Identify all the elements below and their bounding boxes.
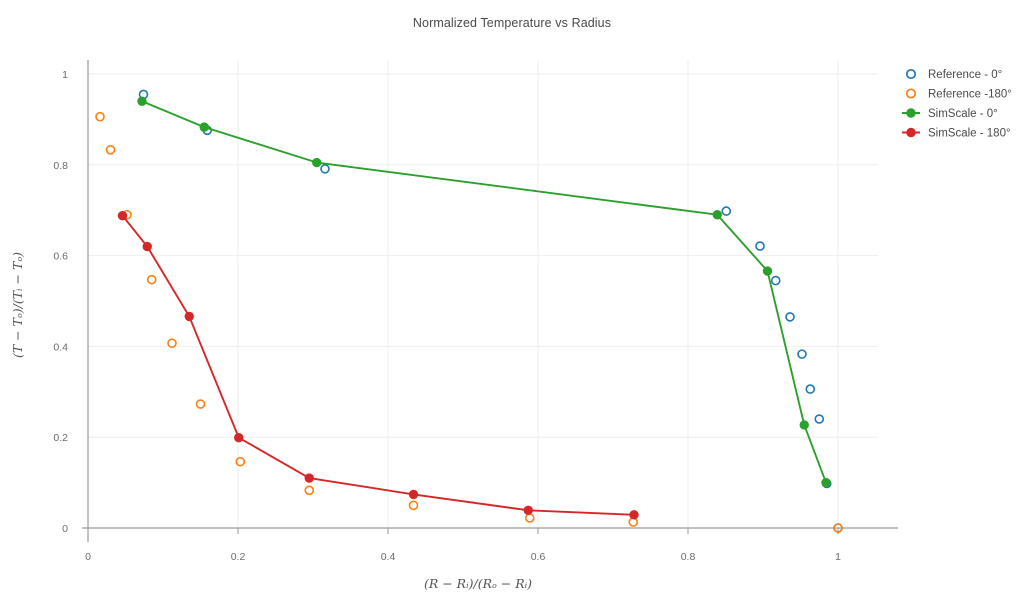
y-tick-label: 0.4 (53, 341, 68, 353)
x-tick-label: 0.8 (681, 551, 696, 563)
data-point-marker (234, 432, 244, 443)
legend-label: SimScale - 0° (928, 108, 998, 120)
data-point-marker (770, 275, 781, 286)
series-group (95, 111, 843, 533)
chart-legend[interactable]: Reference - 0° Reference -180° SimScale - … (902, 68, 1012, 140)
data-point-marker (408, 489, 419, 500)
data-point-marker (195, 399, 206, 409)
data-point-marker (199, 122, 209, 132)
data-point-marker (408, 500, 419, 511)
legend-label: Reference -180° (928, 89, 1012, 101)
chart-title: Normalized Temperature vs Radius (412, 16, 612, 30)
x-axis-title: (R − Rᵢ)/(Rₒ − Rᵢ) (424, 576, 532, 591)
tick-labels: 0 0.2 0.4 0.6 0.8 1 0 0.2 0.4 0.6 0.8 1 (53, 69, 841, 563)
data-series (95, 89, 843, 533)
data-point-marker (712, 210, 722, 220)
series-line (121, 214, 635, 516)
data-point-marker (167, 338, 177, 349)
legend-item[interactable]: Reference -180° (905, 88, 1012, 101)
legend-item[interactable]: SimScale - 180° (902, 128, 1011, 140)
data-point-marker (785, 312, 795, 322)
data-point-marker (797, 349, 807, 359)
legend-item[interactable]: Reference - 0° (905, 68, 1002, 81)
x-tick-label: 0.4 (381, 551, 396, 563)
x-tick-label: 1 (835, 551, 841, 563)
y-tick-label: 0.6 (53, 251, 68, 263)
data-point-marker (629, 510, 639, 520)
y-axis-title: (T − Tₒ)/(Tᵢ − Tₒ) (10, 252, 25, 358)
y-tick-label: 0.8 (53, 160, 68, 172)
data-point-marker (805, 384, 816, 394)
y-tick-label: 0 (62, 523, 68, 535)
data-point-marker (312, 157, 322, 168)
y-tick-label: 0.2 (53, 432, 68, 444)
data-point-marker (142, 241, 152, 252)
legend-label: SimScale - 180° (928, 128, 1011, 140)
legend-marker-swatch (905, 68, 917, 80)
data-point-marker (524, 513, 535, 523)
data-point-marker (762, 266, 773, 276)
legend-marker-swatch (906, 127, 916, 138)
series-group (117, 210, 639, 520)
data-point-marker (799, 420, 809, 430)
x-tick-label: 0 (85, 551, 91, 563)
data-point-marker (755, 241, 765, 251)
axis-titles: (R − Rᵢ)/(Rₒ − Rᵢ) (T − Tₒ)/(Tᵢ − Tₒ) (10, 252, 532, 591)
data-point-marker (721, 206, 732, 216)
series-line (141, 100, 827, 484)
y-tick-label: 1 (62, 69, 68, 81)
data-point-marker (184, 311, 194, 322)
legend-marker-swatch (906, 108, 916, 118)
gridlines (88, 60, 878, 528)
x-tick-label: 0.6 (531, 551, 546, 563)
axes (82, 60, 898, 542)
legend-marker-swatch (905, 88, 917, 99)
series-group (137, 96, 831, 488)
data-point-marker (137, 96, 147, 106)
data-point-marker (235, 456, 246, 467)
series-group (138, 89, 843, 533)
data-point-marker (146, 274, 157, 285)
data-point-marker (117, 210, 128, 221)
data-point-marker (821, 477, 831, 488)
data-point-marker (320, 164, 330, 174)
x-tick-label: 0.2 (231, 551, 246, 563)
data-point-marker (105, 145, 116, 155)
data-point-marker (304, 485, 315, 496)
legend-item[interactable]: SimScale - 0° (902, 108, 998, 120)
data-point-marker (304, 473, 314, 483)
data-point-marker (814, 414, 825, 424)
data-point-marker (95, 111, 105, 122)
legend-label: Reference - 0° (928, 69, 1002, 81)
data-point-marker (523, 505, 533, 515)
data-point-marker (833, 523, 843, 533)
